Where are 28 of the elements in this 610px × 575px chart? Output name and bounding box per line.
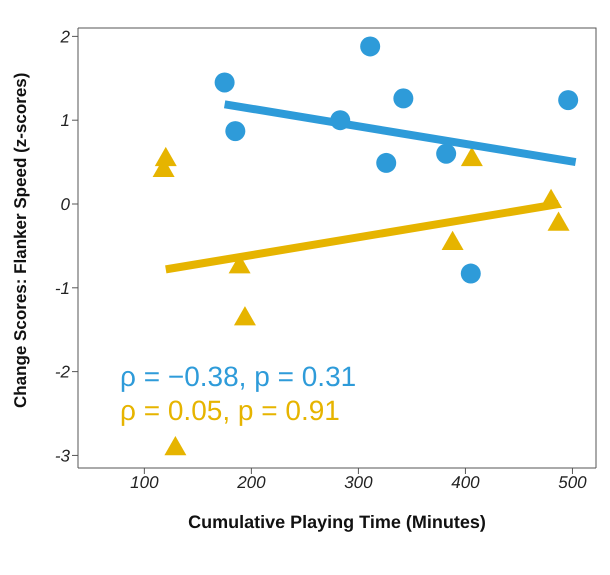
point (360, 36, 380, 56)
annotation: ρ = 0.05, p = 0.91 (120, 395, 340, 426)
annotation: ρ = −0.38, p = 0.31 (120, 361, 356, 392)
x-axis-title: Cumulative Playing Time (Minutes) (188, 512, 486, 532)
y-tick-label: -2 (54, 362, 71, 382)
point (225, 121, 246, 142)
x-tick-label: 200 (236, 473, 266, 492)
x-tick-label: 400 (451, 473, 480, 492)
x-tick-label: 300 (344, 473, 374, 492)
point (548, 211, 570, 231)
point (376, 152, 396, 173)
point (234, 306, 256, 326)
point (164, 436, 186, 456)
point (214, 72, 235, 92)
y-tick-label: 0 (60, 195, 71, 214)
y-axis-title: Change Scores: Flanker Speed (z-scores) (11, 72, 30, 408)
point (460, 146, 483, 166)
y-tick-label: -3 (54, 446, 71, 466)
point (436, 144, 456, 164)
y-tick-label: 2 (60, 27, 71, 46)
point (442, 230, 464, 250)
x-tick-label: 500 (558, 473, 588, 492)
y-tick-label: 1 (60, 111, 70, 130)
y-tick-label: -1 (54, 278, 70, 298)
point (558, 90, 578, 110)
point (460, 264, 481, 284)
point (393, 88, 414, 108)
x-tick-label: 100 (130, 473, 160, 492)
